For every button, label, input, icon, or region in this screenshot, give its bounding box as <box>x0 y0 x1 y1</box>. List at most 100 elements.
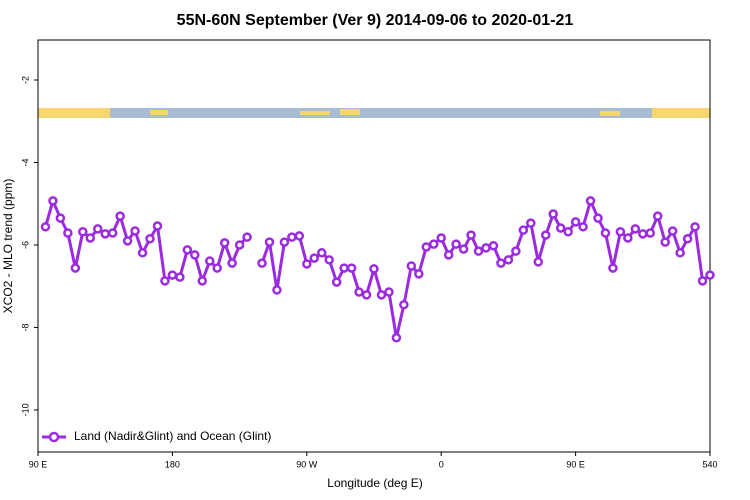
point <box>563 227 573 237</box>
point <box>421 242 432 252</box>
y-tick-label: -4 <box>20 158 30 166</box>
point <box>182 245 193 255</box>
point <box>316 248 327 258</box>
legend-label: Land (Nadir&Glint) and Ocean (Glint) <box>74 429 271 443</box>
point <box>391 333 402 343</box>
point <box>406 261 417 271</box>
land-ocean-strip <box>38 108 710 118</box>
point <box>473 246 484 256</box>
land-strip <box>150 110 168 115</box>
point <box>443 250 454 260</box>
point <box>55 213 66 223</box>
x-tick-label: 90 E <box>566 459 585 469</box>
point <box>234 240 245 250</box>
point <box>40 222 51 232</box>
x-axis-label: Longitude (deg E) <box>327 476 422 490</box>
point <box>257 258 267 268</box>
point <box>705 270 715 280</box>
point <box>361 290 372 300</box>
point <box>451 239 461 249</box>
x-tick-label: 180 <box>165 459 180 469</box>
point <box>600 228 611 238</box>
point <box>660 237 670 247</box>
land-strip <box>38 108 110 118</box>
point <box>496 258 506 268</box>
point <box>264 237 275 247</box>
land-strip <box>600 111 620 116</box>
point <box>175 272 185 282</box>
y-tick-label: -2 <box>20 76 30 84</box>
point <box>167 270 178 280</box>
point <box>638 229 648 239</box>
point <box>190 250 200 260</box>
point <box>369 264 379 274</box>
point <box>204 256 215 266</box>
point <box>570 217 581 227</box>
point <box>331 277 342 287</box>
point <box>70 263 81 273</box>
point <box>384 287 394 297</box>
y-tick-label: -8 <box>20 323 30 331</box>
point <box>511 246 521 256</box>
land-strip <box>652 108 710 118</box>
point <box>526 218 536 228</box>
y-tick-label: -6 <box>20 241 30 249</box>
point <box>227 258 237 268</box>
point <box>675 248 685 258</box>
point <box>466 230 476 240</box>
point <box>287 232 297 242</box>
y-tick-label: -10 <box>20 403 30 416</box>
point <box>414 269 424 279</box>
point <box>623 233 633 243</box>
land-strip <box>340 109 360 115</box>
y-axis-label: XCO2 - MLO trend (ppm) <box>1 179 15 314</box>
point <box>279 237 290 247</box>
point <box>615 227 626 237</box>
point <box>339 263 349 273</box>
point <box>540 230 551 240</box>
point <box>376 290 387 300</box>
x-tick-label: 540 <box>702 459 717 469</box>
point <box>503 255 514 265</box>
point <box>458 244 469 254</box>
point <box>63 228 73 238</box>
point <box>160 276 170 286</box>
point <box>302 259 312 269</box>
x-tick-label: 0 <box>439 459 444 469</box>
point <box>608 263 618 273</box>
point <box>78 227 88 237</box>
point <box>85 233 96 243</box>
point <box>145 234 155 244</box>
point <box>667 226 678 236</box>
point <box>48 196 58 206</box>
point <box>197 276 208 286</box>
point <box>346 263 357 273</box>
point <box>137 248 148 258</box>
point <box>548 209 558 219</box>
point <box>324 255 334 265</box>
point <box>130 226 140 236</box>
point <box>115 211 125 221</box>
point <box>555 223 566 233</box>
x-tick-label: 90 W <box>296 459 318 469</box>
point <box>309 253 320 263</box>
legend-marker <box>48 431 60 443</box>
legend: Land (Nadir&Glint) and Ocean (Glint) <box>42 429 271 443</box>
point <box>212 263 222 273</box>
point <box>436 233 446 243</box>
plot-frame <box>37 39 711 453</box>
point <box>242 232 252 242</box>
ocean-strip <box>38 108 710 118</box>
chart-title: 55N-60N September (Ver 9) 2014-09-06 to … <box>177 12 574 29</box>
point <box>428 239 439 249</box>
point <box>593 213 603 223</box>
point <box>697 276 708 286</box>
point <box>481 243 491 253</box>
point <box>92 224 103 234</box>
point <box>585 196 596 206</box>
x-tick-label: 90 E <box>29 459 48 469</box>
point <box>690 222 700 232</box>
point <box>652 211 663 221</box>
point <box>518 225 529 235</box>
